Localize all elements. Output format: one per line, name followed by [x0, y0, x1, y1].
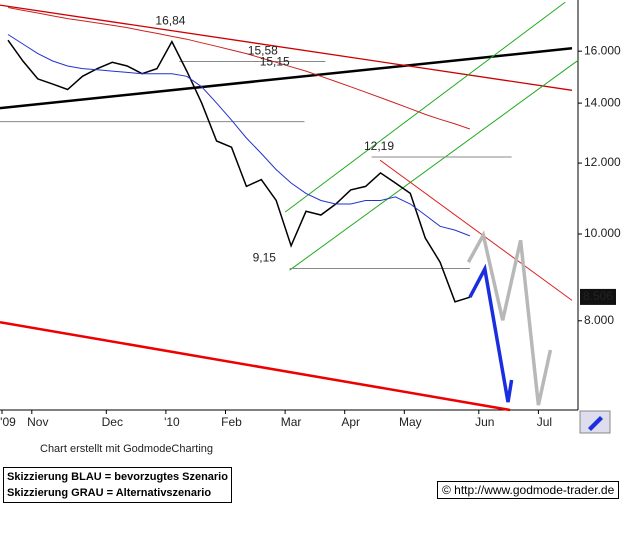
annotation: 9,15	[253, 251, 277, 265]
y-tick-label: 8.000	[584, 313, 614, 327]
overlay-line	[0, 320, 511, 412]
copyright[interactable]: © http://www.godmode-trader.de	[437, 481, 620, 499]
x-tick-label: May	[399, 415, 422, 429]
annotation: 15,58	[248, 44, 278, 58]
overlay-line	[466, 230, 553, 406]
overlay-line	[284, 1, 566, 213]
annotation: 12,19	[364, 139, 394, 153]
overlay-line	[0, 4, 573, 91]
pencil-icon	[588, 416, 603, 431]
x-tick-label: Apr	[341, 415, 360, 429]
price-line	[7, 39, 471, 303]
overlay-line	[289, 59, 579, 271]
x-tick-label: '09	[0, 415, 16, 429]
moving-average	[7, 34, 471, 237]
chart: 16.000 14.000 12.000 10.000 8.000 '09 Nov Dec '1…	[0, 0, 621, 434]
x-tick-label: Feb	[221, 415, 242, 429]
overlay-line	[0, 47, 573, 110]
credit: Chart erstellt mit GodmodeCharting	[40, 443, 214, 455]
x-tick-label: Mar	[281, 415, 302, 429]
x-tick-label: Dec	[102, 415, 123, 429]
scenario-legend: Skizzierung BLAU = bevorzugtes Szenario …	[3, 467, 232, 503]
overlay-line	[468, 263, 514, 403]
last-price-box	[580, 288, 616, 305]
annotation: 15,15	[260, 55, 290, 69]
overlay-line	[379, 159, 573, 301]
x-tick-label: Nov	[27, 415, 48, 429]
legend-gray: Skizzierung GRAU = Alternativszenario	[7, 487, 212, 499]
annotation: 16,84	[155, 13, 185, 27]
x-tick-label: '10	[164, 415, 180, 429]
y-tick-label: 12.000	[584, 155, 621, 169]
y-tick-label: 10.000	[584, 226, 621, 240]
last-price-label: 8.506	[583, 289, 613, 303]
y-tick-label: 16.000	[584, 43, 621, 57]
x-tick-label: Jun	[475, 415, 494, 429]
y-tick-label: 14.000	[584, 95, 621, 109]
moving-average	[7, 7, 471, 130]
x-tick-label: Jul	[537, 415, 552, 429]
legend-blue: Skizzierung BLAU = bevorzugtes Szenario	[7, 471, 228, 483]
